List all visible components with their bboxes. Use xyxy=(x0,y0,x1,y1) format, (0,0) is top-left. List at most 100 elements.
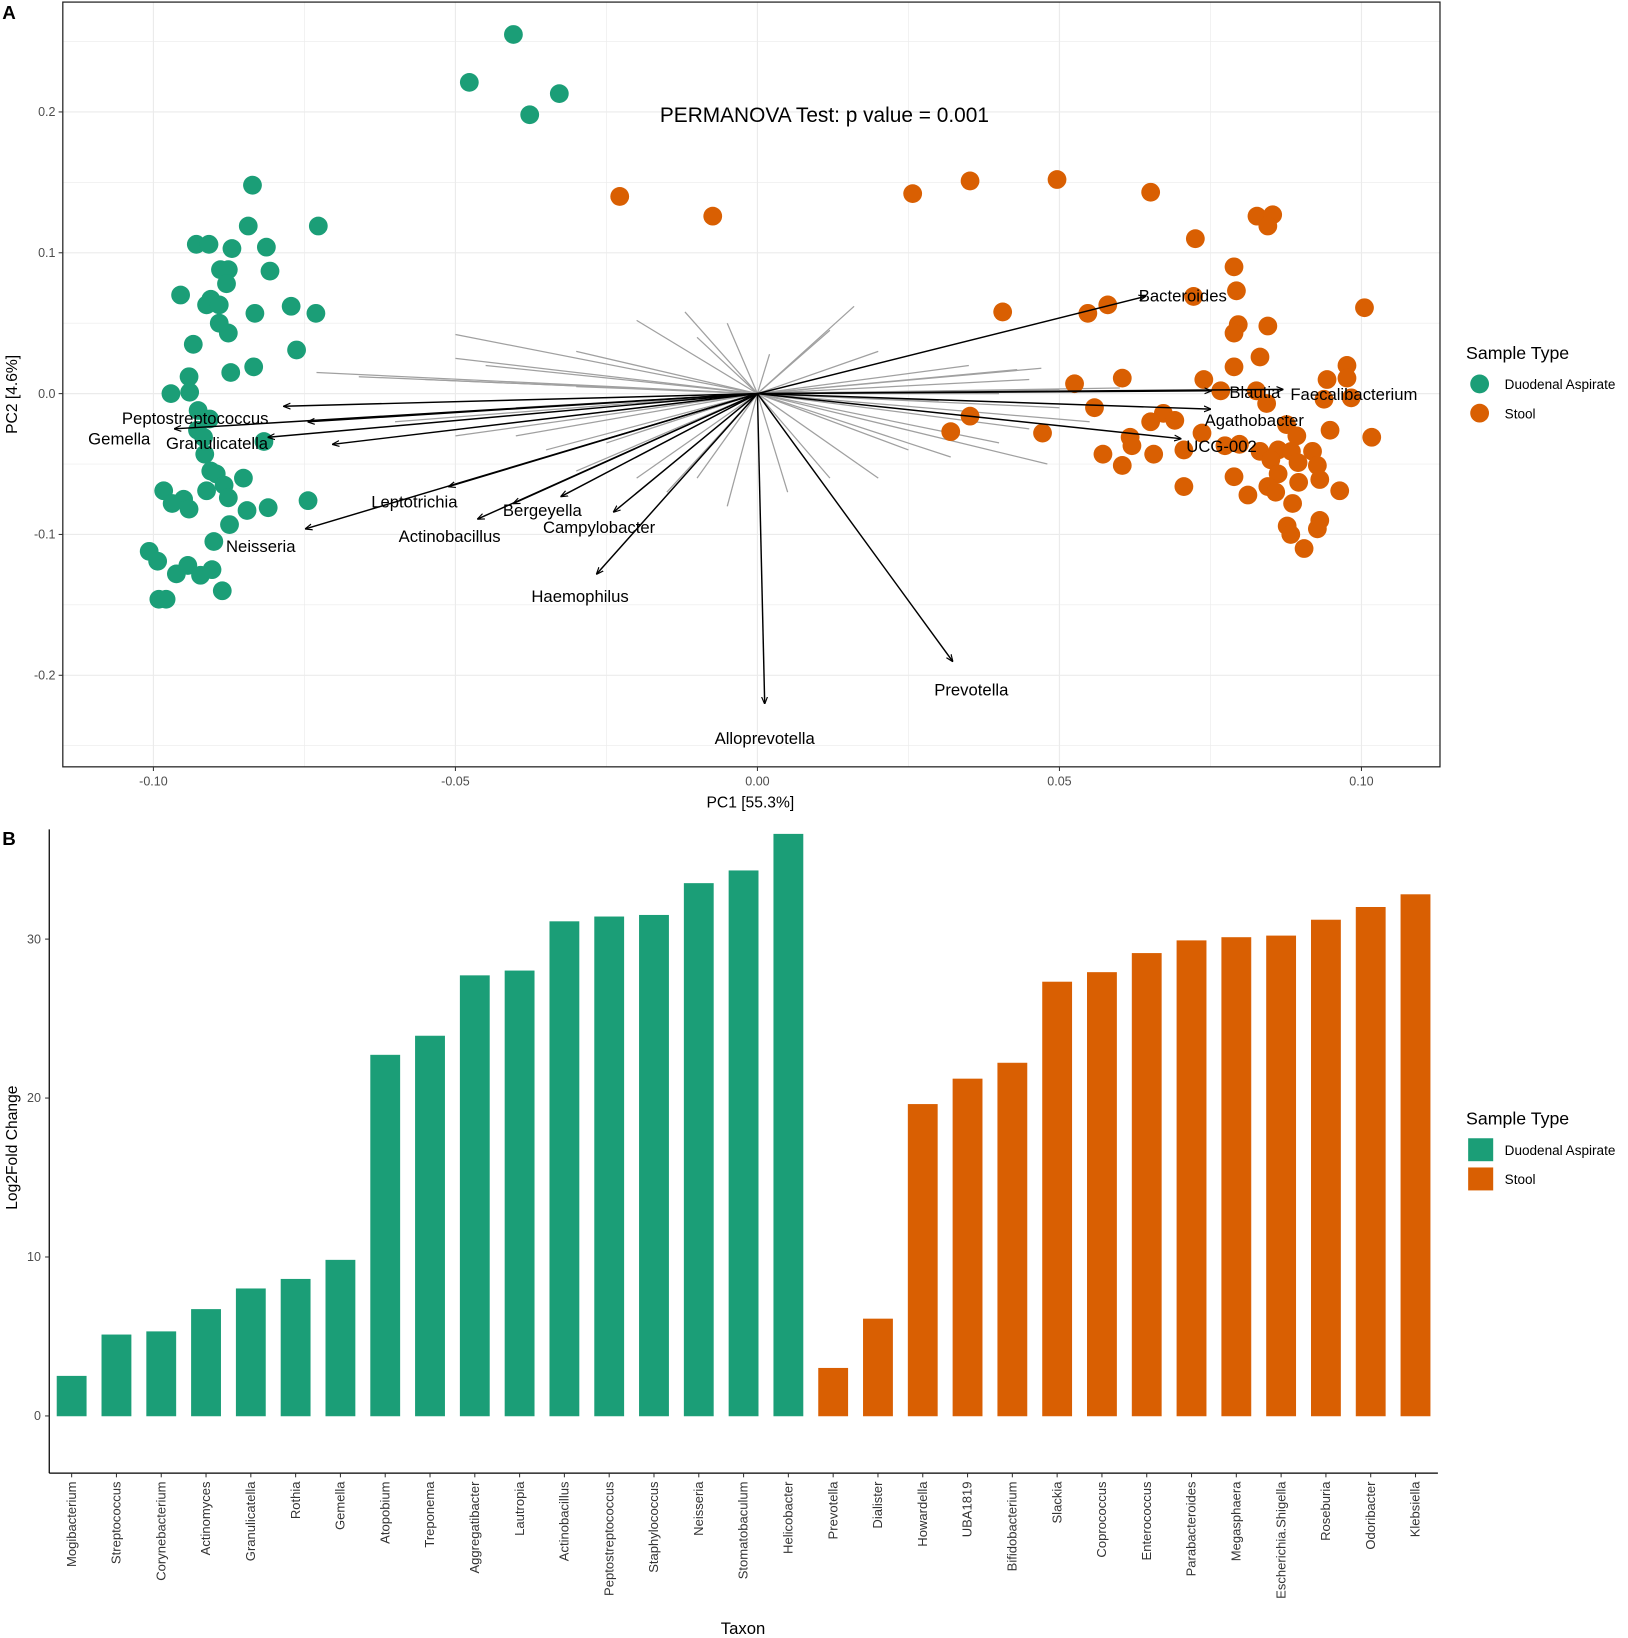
sample-point xyxy=(1238,485,1258,505)
sample-point xyxy=(1065,374,1084,394)
x-tick-label: UBA1819 xyxy=(960,1482,975,1538)
log2fold-bar-chart: Mogibacterium Streptococcus Corynebacteriu… xyxy=(4,829,1615,1638)
x-tick-label: Slackia xyxy=(1049,1481,1064,1524)
minor-loading-line xyxy=(756,353,771,394)
minor-loading-line xyxy=(757,393,879,479)
x-tick-label: Parabacteroides xyxy=(1184,1481,1199,1576)
sample-point xyxy=(1341,388,1361,408)
sample-point xyxy=(1258,216,1278,236)
loading-label: Bergeyella xyxy=(503,501,583,520)
x-tick-label: Stomatobaculum xyxy=(736,1482,751,1580)
x-axis-label: PC1 [55.3%] xyxy=(706,795,794,812)
bar xyxy=(1355,907,1386,1417)
legend-title: Sample Type xyxy=(1466,343,1569,363)
sample-point xyxy=(1085,398,1104,418)
minor-loading-line xyxy=(757,364,969,395)
x-tick-label: Bifidobacterium xyxy=(1005,1482,1020,1572)
sample-point xyxy=(1289,472,1309,492)
x-tick-label: Neisseria xyxy=(691,1481,706,1536)
x-tick-label: Granulicatella xyxy=(243,1481,258,1561)
x-tick-label: Peptostreptococcus xyxy=(601,1481,616,1596)
sample-point xyxy=(1257,394,1277,413)
sample-point xyxy=(237,501,257,520)
loading-label: Neisseria xyxy=(226,537,296,556)
minor-loading-line xyxy=(757,367,1042,395)
sample-point xyxy=(298,491,318,511)
minor-loading-line xyxy=(757,378,1030,395)
minor-loading-line xyxy=(757,350,879,395)
sample-point xyxy=(212,581,232,601)
minor-loading-line xyxy=(726,393,759,507)
sample-point xyxy=(308,216,328,236)
x-tick-label: Lautropia xyxy=(512,1481,527,1536)
minor-loading-line xyxy=(757,393,1048,465)
sample-point xyxy=(243,175,262,195)
minor-loading-line xyxy=(696,336,758,395)
loading-arrow xyxy=(561,392,758,497)
y-tick-label: -0.2 xyxy=(34,668,56,682)
panel-label-a: A xyxy=(2,2,16,23)
sample-point xyxy=(703,206,723,226)
sample-point xyxy=(260,261,280,281)
sample-point xyxy=(1192,423,1212,443)
minor-loading-line xyxy=(455,333,758,395)
sample-point xyxy=(1227,281,1246,301)
x-tick-label: Aggregatibacter xyxy=(467,1481,482,1574)
bar xyxy=(191,1309,221,1417)
sample-point xyxy=(459,72,479,92)
sample-point xyxy=(1141,182,1161,202)
sample-point xyxy=(1194,370,1214,389)
legend-label-stool: Stool xyxy=(1505,1172,1536,1187)
x-tick-label: Mogibacterium xyxy=(64,1482,79,1567)
minor-loading-line xyxy=(636,393,758,479)
sample-point xyxy=(1261,450,1281,470)
x-tick-label: Enterococcus xyxy=(1139,1481,1154,1560)
sample-point xyxy=(993,302,1013,322)
sample-point xyxy=(256,237,276,257)
x-tick-label: -0.10 xyxy=(139,775,168,789)
x-tick-label: Prevotella xyxy=(825,1481,840,1540)
sample-point xyxy=(1314,389,1334,409)
bar xyxy=(56,1375,87,1417)
sample-point xyxy=(258,498,278,518)
bar xyxy=(235,1288,266,1417)
y-tick-label: 0.1 xyxy=(38,246,55,260)
x-tick-label: Megasphaera xyxy=(1228,1481,1243,1561)
y-tick-label: 30 xyxy=(27,932,41,946)
sample-point xyxy=(1355,298,1374,318)
x-tick-label: Escherichia.Shigella xyxy=(1273,1481,1288,1599)
bar xyxy=(907,1104,938,1417)
bar xyxy=(639,914,669,1417)
minor-loading-line xyxy=(425,378,758,395)
sample-point xyxy=(306,303,326,323)
loading-arrow xyxy=(757,296,1145,395)
loading-label: Granulicatella xyxy=(166,434,269,453)
pca-panel-border xyxy=(62,1,1441,768)
loading-arrow xyxy=(268,392,758,438)
legend-label-duodenal-aspirate: Duodenal Aspirate xyxy=(1505,377,1616,392)
sample-point xyxy=(1144,444,1164,464)
sample-point xyxy=(218,260,238,280)
x-tick-label: Atopobium xyxy=(377,1482,392,1544)
x-tick-label: Rothia xyxy=(288,1481,303,1519)
sample-point xyxy=(960,171,980,191)
minor-loading-line xyxy=(545,393,758,451)
sample-point xyxy=(610,187,630,206)
loading-label: Prevotella xyxy=(934,681,1009,700)
legend-title: Sample Type xyxy=(1466,1109,1569,1129)
x-tick-label: Roseburia xyxy=(1318,1481,1333,1541)
legend-key-duodenal-aspirate xyxy=(1470,374,1490,394)
bar xyxy=(1400,894,1431,1417)
loading-arrow xyxy=(284,392,758,407)
minor-loading-line xyxy=(696,393,758,479)
bar xyxy=(1042,981,1073,1417)
sample-point xyxy=(1288,453,1308,473)
minor-loading-line xyxy=(684,311,758,395)
bar xyxy=(1176,940,1207,1417)
sample-point xyxy=(504,25,523,44)
sample-point xyxy=(1337,368,1357,388)
sample-point xyxy=(245,303,265,323)
x-tick-label: Treponema xyxy=(422,1481,437,1548)
minor-loading-line xyxy=(757,392,1030,430)
bar xyxy=(146,1331,177,1417)
